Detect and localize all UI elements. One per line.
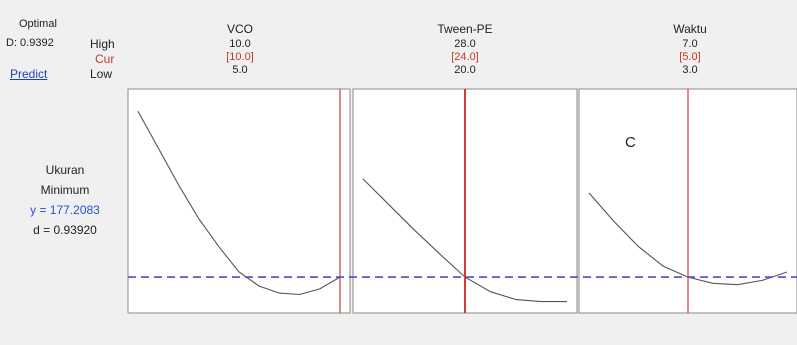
factor-header-tween: Tween-PE 28.0 [24.0] 20.0 [405,22,525,77]
factor-header-waktu: Waktu 7.0 [5.0] 3.0 [630,22,750,77]
response-block: Ukuran Minimum y = 177.2083 d = 0.93920 [10,163,120,237]
factor-high: 7.0 [682,38,698,50]
optimal-label: Optimal [19,18,57,30]
factor-name: Waktu [673,22,707,36]
response-y-value: y = 177.2083 [30,203,100,217]
response-name-line2: Minimum [40,183,90,197]
response-name-line1: Ukuran [45,163,85,177]
factor-high: 10.0 [229,38,251,50]
factor-cur: [5.0] [679,51,701,63]
panel-annotation-c: C [625,134,636,151]
d-value: D: 0.9392 [6,37,54,49]
factor-low: 5.0 [232,64,248,76]
high-label: High [90,37,115,51]
factor-header-vco: VCO 10.0 [10.0] 5.0 [180,22,300,77]
factor-low: 20.0 [454,64,476,76]
factor-low: 3.0 [682,64,698,76]
factor-cur: [24.0] [451,51,479,63]
factor-name: VCO [226,22,253,36]
factor-high: 28.0 [454,38,476,50]
response-d-value: d = 0.93920 [33,223,97,237]
response-curve-vco [137,111,341,296]
cur-label: Cur [95,52,115,66]
predict-link[interactable]: Predict [10,67,48,81]
low-label: Low [90,67,113,81]
factor-name: Tween-PE [437,22,493,36]
panel-frame-vco [127,88,351,314]
factor-cur: [10.0] [226,51,254,63]
